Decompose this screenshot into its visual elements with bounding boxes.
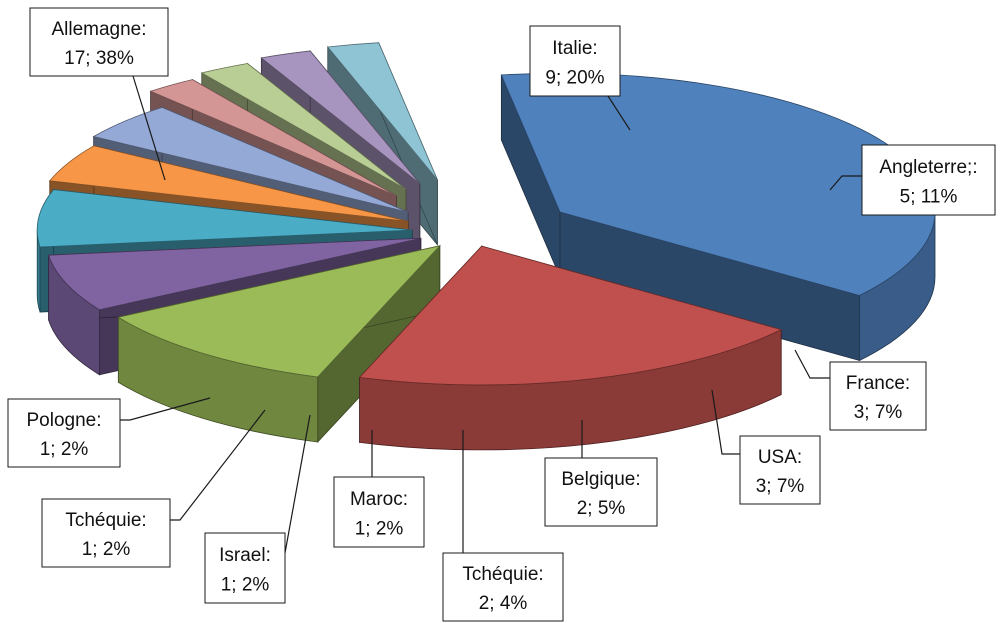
data-label-name: Angleterre;: (879, 157, 977, 178)
data-label-name: France: (846, 373, 910, 394)
data-label-10: Tchéquie: 1; 2% (41, 498, 171, 568)
data-label-name: Pologne: (26, 410, 101, 431)
data-label-5: USA: 3; 7% (739, 435, 821, 505)
leader-line-9 (284, 414, 311, 554)
data-label-3: Angleterre;: 5; 11% (861, 144, 996, 216)
data-label-name: Maroc: (350, 489, 408, 510)
pie-slice-2 (358, 245, 783, 451)
pie-slice-top-1 (500, 72, 936, 296)
data-label-value: 1; 2% (40, 439, 89, 460)
pie-slice-top-11 (326, 42, 438, 180)
leader-line-3 (829, 175, 862, 191)
data-label-2: Italie: 9; 20% (529, 25, 621, 97)
leader-lines-layer (120, 75, 862, 554)
data-label-name: USA: (758, 447, 802, 468)
pie-slice-top-10 (260, 50, 421, 184)
pie-slice-top-9 (200, 63, 407, 190)
leader-line-10 (170, 409, 266, 521)
pie-slice-top-7 (92, 106, 409, 213)
data-label-value: 2; 5% (577, 498, 626, 519)
pie-slice-1 (500, 72, 936, 362)
data-label-value: 3; 7% (756, 476, 805, 497)
data-label-7: Tchéquie: 2; 4% (442, 552, 564, 622)
data-label-value: 3; 7% (854, 402, 903, 423)
data-label-name: Allemagne: (51, 19, 146, 40)
pie-slice-top-8 (149, 79, 397, 197)
data-label-name: Belgique: (561, 469, 640, 490)
leader-line-11 (120, 397, 211, 421)
data-label-8: Maroc: 1; 2% (333, 476, 425, 548)
data-label-4: France: 3; 7% (829, 361, 927, 431)
data-label-name: Italie: (552, 38, 597, 59)
data-label-value: 1; 2% (355, 518, 404, 539)
leader-line-5 (711, 389, 740, 455)
data-label-value: 9; 20% (545, 67, 604, 88)
data-label-value: 17; 38% (64, 48, 134, 69)
slices-layer (36, 42, 936, 451)
pie-slice-top-5 (36, 189, 413, 248)
data-label-name: Israel: (219, 545, 271, 566)
data-label-name: Tchéquie: (462, 564, 543, 585)
pie-slice-3 (117, 244, 441, 444)
pie-slice-top-4 (48, 237, 421, 311)
leader-line-2 (607, 95, 631, 131)
pie-slice-top-2 (358, 245, 783, 386)
data-label-11: Pologne: 1; 2% (7, 398, 121, 468)
pie-slice-top-3 (117, 245, 441, 378)
data-label-value: 5; 11% (900, 186, 958, 207)
data-labels-layer: Allemagne: 17; 38% Italie: 9; 20% Angleterre… (7, 7, 996, 622)
data-label-9: Israel: 1; 2% (204, 532, 286, 604)
data-label-value: 1; 2% (221, 574, 270, 595)
data-label-1: Allemagne: 17; 38% (29, 7, 169, 77)
leader-line-1 (132, 75, 166, 181)
data-label-value: 2; 4% (479, 593, 528, 614)
leader-line-4 (794, 349, 830, 379)
data-label-name: Tchéquie: (65, 510, 146, 531)
data-label-value: 1; 2% (82, 539, 131, 560)
pie-slice-top-6 (48, 145, 409, 222)
data-label-6: Belgique: 2; 5% (544, 457, 658, 527)
